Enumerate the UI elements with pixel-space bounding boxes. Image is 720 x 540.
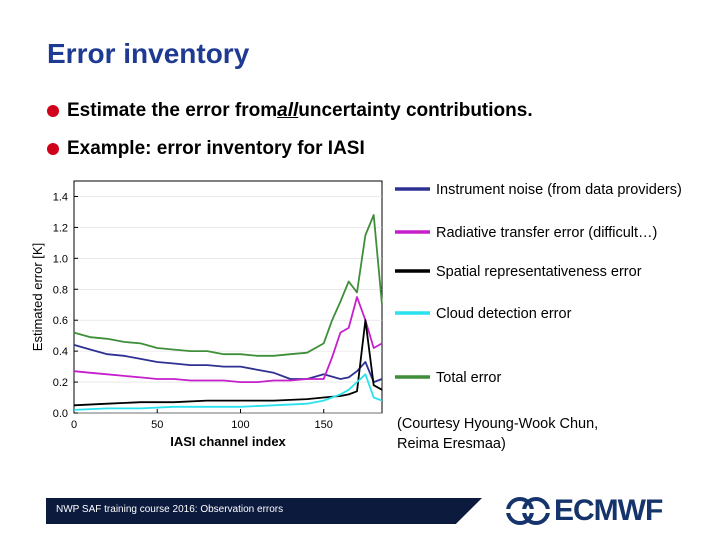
bullet-emphasis: all (277, 100, 299, 121)
ecmwf-logo: ECMWF (506, 494, 663, 528)
x-tick-label: 100 (231, 419, 249, 431)
legend-label-3: Cloud detection error (436, 306, 572, 322)
y-tick-label: 1.4 (53, 191, 68, 203)
error-inventory-chart: 0.0 0.2 0.4 0.6 0.8 1.0 1.2 1.4 0 50 100 150 IASI … (30, 180, 682, 449)
y-axis-ticks: 0.0 0.2 0.4 0.6 0.8 1.0 1.2 1.4 (53, 191, 78, 420)
bullet-text-before: Estimate the error from (67, 100, 278, 121)
y-gridlines (74, 196, 382, 414)
bullet-item-2: Example: error inventory for IASI (47, 138, 365, 160)
x-axis-ticks: 0 50 100 150 (71, 409, 333, 431)
legend: Instrument noise (from data providers) Ra… (395, 182, 682, 386)
series-line-4 (73, 214, 383, 357)
logo-wordmark: ECMWF (554, 494, 663, 527)
y-axis-label: Estimated error [K] (30, 243, 45, 351)
courtesy-line-1: (Courtesy Hyoung-Wook Chun, (397, 416, 599, 432)
y-tick-label: 0.8 (53, 284, 68, 296)
series-lines (73, 214, 383, 411)
bullet-text: Example: error inventory for IASI (67, 138, 365, 159)
x-tick-label: 50 (151, 419, 163, 431)
y-tick-label: 0.6 (53, 315, 68, 327)
legend-label-4: Total error (436, 370, 501, 386)
plot-frame (73, 180, 383, 414)
ecmwf-logo-icon (506, 497, 550, 525)
courtesy-line-2: Reima Eresmaa) (397, 436, 506, 452)
series-line-1 (73, 296, 383, 384)
x-tick-label: 0 (71, 419, 77, 431)
y-tick-label: 0.0 (53, 408, 68, 420)
x-tick-label: 150 (315, 419, 333, 431)
series-line-2 (73, 319, 383, 407)
bullet-item-1: Estimate the error from all uncertainty … (47, 100, 533, 122)
slide-title: Error inventory (47, 38, 250, 69)
bullet-dot-icon (47, 105, 59, 117)
x-axis-label: IASI channel index (170, 434, 286, 449)
y-tick-label: 1.0 (53, 253, 68, 265)
legend-label-2: Spatial representativeness error (436, 264, 642, 280)
y-tick-label: 0.4 (53, 346, 68, 358)
bullet-text-after: uncertainty contributions. (298, 100, 533, 121)
footer-bar: NWP SAF training course 2016: Observatio… (46, 498, 482, 524)
series-line-3 (73, 373, 383, 411)
y-tick-label: 1.2 (53, 222, 68, 234)
legend-label-1: Radiative transfer error (difficult…) (436, 225, 657, 241)
bullet-dot-icon (47, 143, 59, 155)
legend-label-0: Instrument noise (from data providers) (436, 182, 682, 198)
y-tick-label: 0.2 (53, 377, 68, 389)
series-line-0 (73, 344, 383, 384)
footer-text: NWP SAF training course 2016: Observatio… (56, 504, 284, 515)
courtesy-note: (Courtesy Hyoung-Wook Chun, Reima Eresma… (397, 414, 598, 454)
